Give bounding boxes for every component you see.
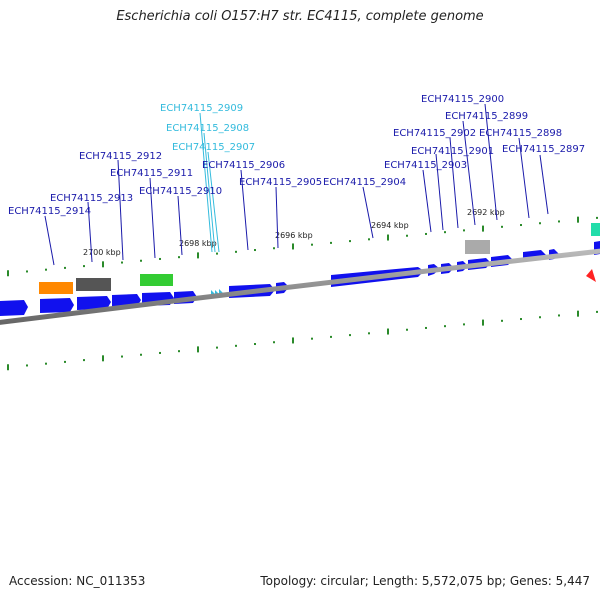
gene-label[interactable]: ECH74115_2907 — [172, 142, 255, 153]
gene-label[interactable]: ECH74115_2899 — [445, 111, 528, 122]
label-leaders — [44, 103, 549, 266]
gene-label[interactable]: ECH74115_2914 — [8, 206, 91, 217]
map-title: Escherichia coli O157:H7 str. EC4115, co… — [116, 9, 484, 24]
gene-feature[interactable] — [140, 274, 173, 286]
gene-label[interactable]: ECH74115_2905 — [239, 177, 322, 188]
gene-label[interactable]: ECH74115_2909 — [160, 103, 243, 114]
gene-label[interactable]: ECH74115_2902 — [393, 128, 476, 139]
gene-feature[interactable] — [586, 269, 596, 282]
gene-label[interactable]: ECH74115_2897 — [502, 144, 585, 155]
kbp-label: 2698 kbp — [179, 239, 217, 248]
gene-labels: ECH74115_2914 ECH74115_2913 ECH74115_291… — [8, 94, 585, 217]
gene-feature[interactable] — [76, 278, 111, 291]
gene-label[interactable]: ECH74115_2898 — [479, 128, 562, 139]
gene-feature[interactable] — [465, 240, 490, 254]
cds-arrow[interactable] — [40, 298, 74, 313]
cds-arrow[interactable] — [0, 300, 28, 316]
gene-label[interactable]: ECH74115_2908 — [166, 123, 249, 134]
gene-feature[interactable] — [591, 223, 600, 236]
tick-track-upper — [7, 216, 598, 277]
gene-label[interactable]: ECH74115_2901 — [411, 146, 494, 157]
gene-label[interactable]: ECH74115_2911 — [110, 168, 193, 179]
gene-features — [39, 223, 600, 294]
gene-label[interactable]: ECH74115_2912 — [79, 151, 162, 162]
accession-text: Accession: NC_011353 — [9, 574, 146, 588]
kbp-label: 2700 kbp — [83, 248, 121, 257]
genome-backbone — [0, 248, 600, 325]
kbp-label: 2696 kbp — [275, 231, 313, 240]
gene-label[interactable]: ECH74115_2904 — [323, 177, 406, 188]
gene-feature[interactable] — [39, 282, 73, 294]
tick-track-lower — [7, 310, 598, 371]
kbp-label: 2692 kbp — [467, 208, 505, 217]
gene-label[interactable]: ECH74115_2913 — [50, 193, 133, 204]
gene-label[interactable]: ECH74115_2906 — [202, 160, 285, 171]
gene-label[interactable]: ECH74115_2900 — [421, 94, 504, 105]
kbp-label: 2694 kbp — [371, 221, 409, 230]
kbp-scale: 2700 kbp 2698 kbp 2696 kbp 2694 kbp 2692… — [83, 208, 505, 257]
gene-label[interactable]: ECH74115_2910 — [139, 186, 222, 197]
gene-label[interactable]: ECH74115_2903 — [384, 160, 467, 171]
cds-arrow[interactable] — [77, 296, 111, 310]
genome-stats-text: Topology: circular; Length: 5,572,075 bp… — [260, 574, 590, 588]
